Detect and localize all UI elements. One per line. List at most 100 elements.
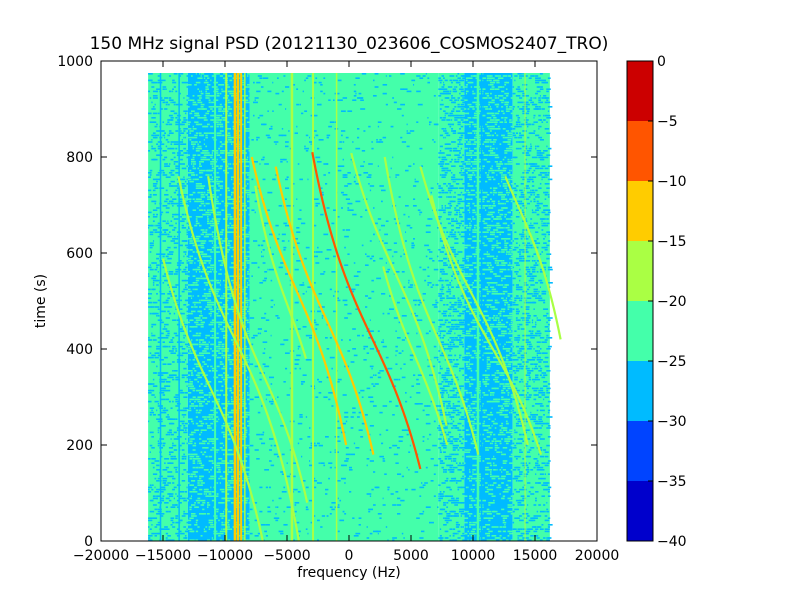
noise-cell [494, 123, 498, 126]
noise-cell [160, 398, 166, 401]
noise-cell [175, 348, 177, 350]
noise-cell [439, 460, 443, 462]
noise-cell [197, 154, 201, 156]
noise-cell [181, 220, 185, 222]
noise-cell [245, 255, 250, 258]
noise-cell [409, 227, 413, 229]
noise-cell [207, 491, 212, 493]
noise-cell [187, 295, 192, 297]
noise-cell [425, 506, 431, 508]
noise-cell [207, 400, 211, 403]
noise-cell [152, 277, 157, 280]
noise-cell [387, 268, 391, 271]
noise-cell [234, 288, 240, 291]
noise-cell [191, 473, 196, 475]
noise-cell [491, 152, 496, 154]
noise-cell [416, 121, 419, 123]
noise-cell [454, 477, 457, 480]
noise-cell [197, 493, 203, 495]
noise-cell [208, 290, 212, 293]
noise-cell [162, 233, 167, 236]
noise-cell [216, 315, 221, 317]
noise-cell [165, 233, 168, 236]
noise-cell [156, 178, 161, 181]
noise-cell [497, 103, 499, 106]
noise-cell [488, 108, 493, 110]
noise-cell [154, 187, 159, 189]
noise-cell [355, 532, 361, 535]
noise-cell [200, 73, 205, 75]
noise-cell [409, 359, 413, 361]
noise-cell [192, 334, 198, 337]
noise-cell [451, 172, 453, 174]
noise-cell [333, 295, 335, 297]
noise-cell [202, 350, 207, 352]
noise-cell [460, 477, 464, 480]
noise-cell [229, 403, 234, 405]
noise-cell [162, 130, 165, 132]
noise-cell [401, 475, 405, 478]
noise-cell [164, 156, 168, 159]
noise-cell [457, 532, 459, 535]
noise-cell [187, 519, 192, 522]
noise-cell [444, 207, 447, 209]
noise-cell [444, 174, 447, 176]
noise-cell [229, 216, 233, 218]
noise-cell [148, 458, 151, 460]
noise-cell [363, 345, 369, 348]
noise-cell [447, 458, 452, 460]
noise-cell [227, 198, 233, 200]
noise-cell [216, 356, 219, 359]
noise-cell [167, 257, 171, 260]
noise-cell [156, 180, 158, 183]
noise-cell [446, 112, 449, 115]
noise-cell [205, 403, 208, 405]
noise-cell [489, 145, 492, 148]
noise-cell [460, 216, 463, 218]
noise-cell [199, 462, 203, 464]
noise-cell [203, 356, 206, 359]
noise-cell [247, 539, 249, 541]
noise-cell [459, 233, 461, 236]
noise-cell [441, 119, 446, 121]
noise-cell [183, 469, 187, 471]
noise-cell [170, 519, 174, 522]
noise-cell [213, 222, 215, 225]
noise-cell [219, 532, 224, 535]
noise-cell [251, 343, 254, 346]
noise-cell [345, 136, 349, 139]
noise-cell [227, 167, 233, 170]
noise-cell [452, 409, 455, 412]
noise-cell [329, 466, 332, 469]
noise-cell [165, 229, 169, 231]
noise-cell [199, 409, 202, 412]
noise-cell [210, 251, 214, 253]
noise-cell [405, 240, 407, 242]
noise-cell [210, 161, 215, 163]
noise-cell [165, 337, 169, 339]
noise-cell [473, 125, 477, 128]
noise-cell [501, 110, 504, 112]
noise-cell [447, 383, 450, 385]
noise-cell [211, 475, 217, 478]
noise-cell [376, 530, 381, 533]
noise-cell [449, 191, 451, 194]
noise-cell [221, 209, 225, 211]
noise-cell [261, 433, 264, 436]
noise-cell [173, 185, 178, 187]
noise-cell [392, 262, 395, 264]
noise-cell [148, 339, 153, 341]
noise-cell [186, 152, 188, 154]
noise-cell [197, 238, 200, 240]
noise-cell [162, 387, 165, 390]
noise-cell [205, 229, 208, 231]
noise-cell [365, 295, 369, 297]
noise-cell [183, 352, 189, 354]
noise-cell [218, 295, 220, 297]
noise-cell [223, 524, 225, 526]
noise-cell [379, 455, 384, 458]
noise-cell [248, 354, 250, 357]
noise-cell [235, 367, 238, 370]
noise-cell [148, 211, 152, 214]
noise-cell [192, 480, 196, 482]
